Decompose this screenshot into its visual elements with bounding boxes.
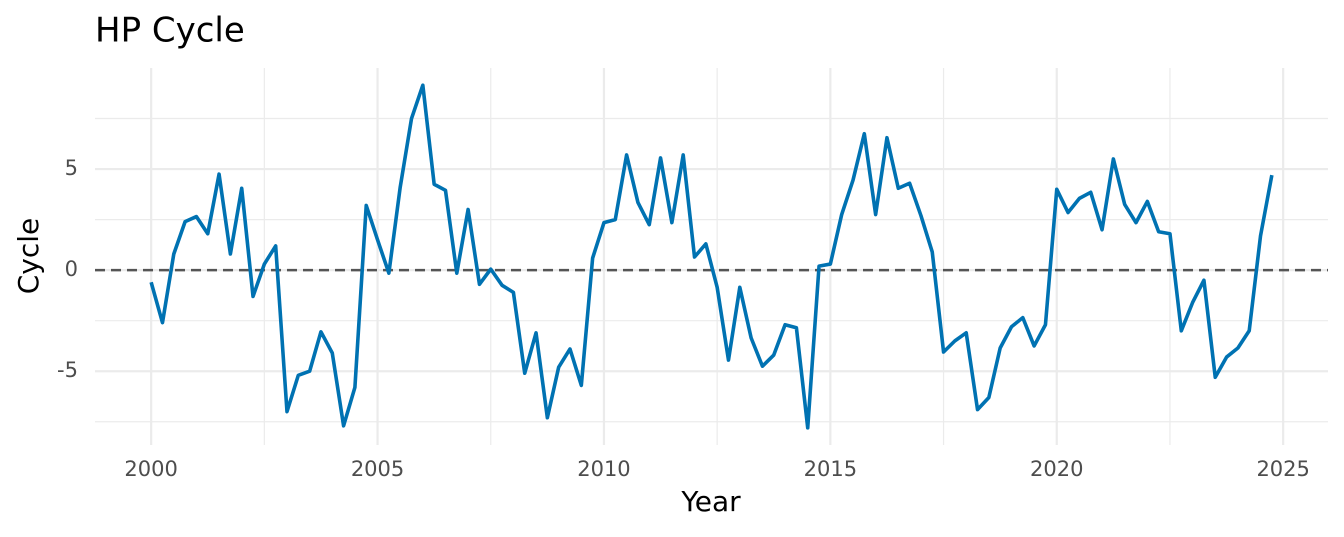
data-line — [149, 83, 1274, 430]
x-tick-label: 2010 — [577, 457, 630, 481]
y-axis-label: Cycle — [12, 218, 45, 295]
x-tick-label: 2025 — [1256, 457, 1309, 481]
x-tick-label: 2020 — [1030, 457, 1083, 481]
chart-title: HP Cycle — [95, 11, 245, 51]
y-tick-label: 5 — [65, 156, 78, 180]
y-tick-label: -5 — [57, 358, 78, 382]
x-axis-label: Year — [680, 485, 741, 518]
x-tick-label: 2005 — [351, 457, 404, 481]
x-tick-label: 2015 — [804, 457, 857, 481]
y-tick-label: 0 — [65, 257, 78, 281]
x-tick-label: 2000 — [124, 457, 177, 481]
